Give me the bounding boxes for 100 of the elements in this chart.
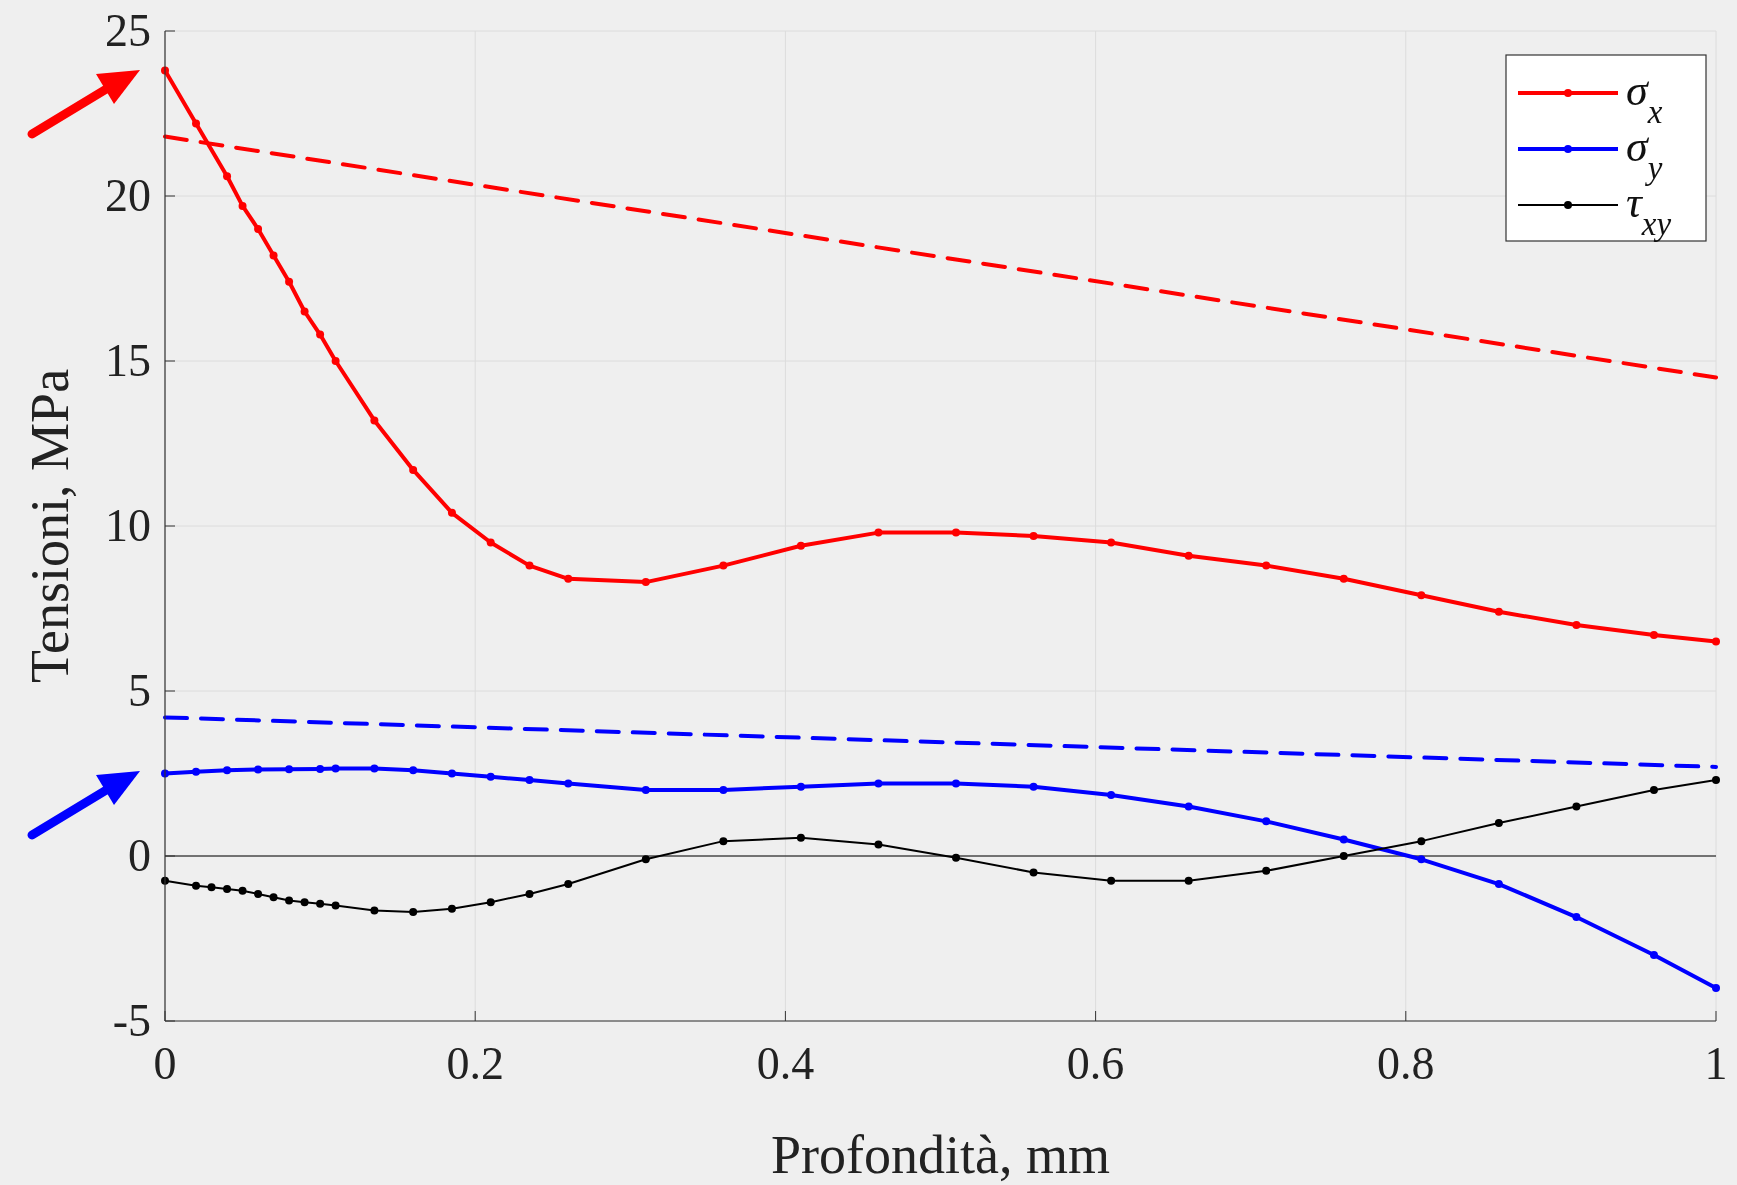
point [254,225,263,233]
point [564,779,573,788]
point [874,779,883,788]
point [447,904,456,913]
point [641,855,650,864]
point [525,561,534,570]
x-tick-label: 0.8 [1377,1038,1435,1089]
point [1649,630,1658,639]
point [1339,574,1348,583]
point [331,901,340,910]
point [1494,819,1503,827]
point [370,416,379,425]
point [1262,817,1271,826]
y-tick-label: 20 [105,170,151,221]
point [1417,591,1426,600]
point [223,885,232,893]
point [207,883,216,892]
y-tick-label: 15 [105,335,151,386]
point [300,898,309,907]
x-tick-label: 0.2 [446,1038,504,1089]
point [719,837,728,846]
point [238,886,247,895]
point [316,330,325,339]
point [1712,776,1720,785]
point [486,772,495,781]
point [1712,637,1720,646]
x-tick-label: 0.4 [756,1038,815,1089]
x-axis-title: Profondità, mm [771,1125,1110,1185]
point [641,578,650,587]
point [952,853,961,862]
point [447,769,456,778]
point [1029,531,1038,540]
y-tick-label: -5 [112,995,151,1046]
point [1417,855,1426,864]
point [525,776,534,785]
point [1107,876,1116,885]
y-tick-label: 0 [128,830,151,881]
y-tick-label: 25 [105,5,151,56]
point [1262,561,1271,570]
point [641,786,650,794]
point [1107,538,1116,547]
point [300,307,309,316]
point [796,541,805,550]
point [1494,880,1503,889]
point [223,766,232,775]
point [269,893,278,902]
point [409,465,418,474]
point [1572,913,1581,922]
point [370,764,379,773]
point [1339,835,1348,844]
point [285,277,294,286]
point [238,201,247,210]
y-tick-label: 5 [128,665,151,716]
point [1572,621,1581,629]
point [525,889,534,898]
point [1649,951,1658,959]
point [331,357,340,365]
point [1029,868,1038,877]
point [719,786,728,794]
point [1184,802,1193,811]
y-axis-title: Tensioni, MPa [20,368,80,684]
point [254,765,263,774]
point [1494,607,1503,616]
point [254,889,263,898]
point [1184,551,1193,560]
point [316,899,325,908]
x-tick-label: 0.6 [1066,1038,1125,1089]
point [796,833,805,842]
point [796,782,805,791]
point [1107,790,1116,799]
point [1572,802,1581,811]
point [1417,837,1426,846]
point [1339,852,1348,860]
point [331,764,340,773]
point [952,779,961,788]
point [952,528,961,537]
point [564,574,573,583]
point [1262,866,1271,875]
point [409,908,418,917]
point [1649,786,1658,794]
point [316,764,325,773]
point [1712,984,1720,992]
point [486,538,495,547]
point [192,119,201,128]
point [1029,782,1038,791]
point [285,765,294,774]
point [564,880,573,889]
point [370,906,379,915]
point [223,172,232,181]
point [192,767,201,776]
legend-label: σ$_{x}$ [1626,66,1663,130]
point [269,251,278,260]
point [719,561,728,570]
point [874,840,883,849]
y-tick-label: 10 [105,500,151,551]
point [447,508,456,517]
point [409,766,418,775]
point [486,898,495,907]
x-tick-label: 1 [1704,1038,1728,1089]
point [192,881,201,890]
